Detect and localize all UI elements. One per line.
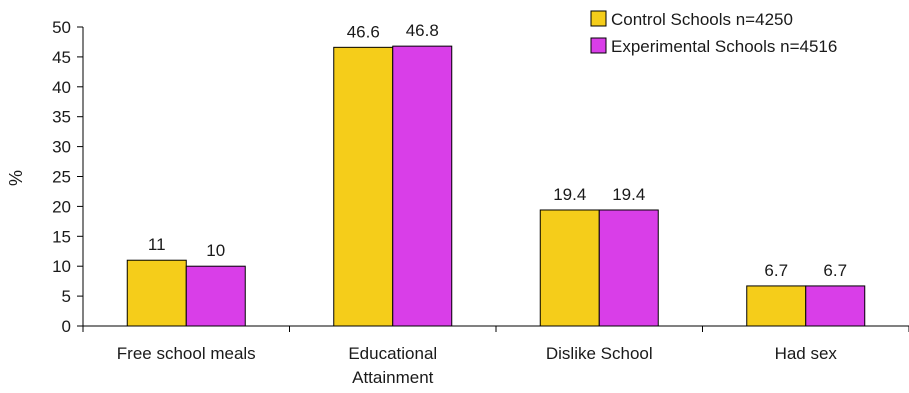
x-category-label: Educational bbox=[348, 344, 437, 363]
data-label: 11 bbox=[148, 235, 166, 254]
bar bbox=[392, 45, 453, 327]
data-label: 19.4 bbox=[553, 185, 586, 204]
x-category-label: Dislike School bbox=[546, 344, 653, 363]
y-tick-label: 30 bbox=[52, 138, 71, 157]
y-tick-label: 15 bbox=[52, 227, 71, 246]
y-tick-label: 45 bbox=[52, 48, 71, 67]
y-axis: 0 5 10 15 20 25 30 35 40 45 50 bbox=[52, 18, 84, 336]
y-tick-label: 20 bbox=[52, 197, 71, 216]
bar bbox=[539, 209, 600, 327]
bar bbox=[746, 285, 807, 327]
data-label: 6.7 bbox=[823, 261, 847, 280]
data-label: 19.4 bbox=[612, 185, 645, 204]
data-label: 10 bbox=[206, 241, 225, 260]
y-tick-label: 10 bbox=[52, 257, 71, 276]
y-tick-label: 5 bbox=[62, 287, 71, 306]
y-tick-label: 50 bbox=[52, 18, 71, 37]
data-labels: 11 10 46.6 46.8 19.4 19.4 6.7 6.7 bbox=[148, 21, 847, 280]
legend-label: Control Schools n=4250 bbox=[611, 10, 793, 29]
y-tick-label: 40 bbox=[52, 78, 71, 97]
bars bbox=[126, 45, 866, 327]
legend-swatch bbox=[590, 37, 607, 54]
y-tick-label: 0 bbox=[62, 317, 71, 336]
data-label: 46.8 bbox=[406, 21, 439, 40]
bar bbox=[598, 209, 659, 327]
x-category-label: Had sex bbox=[775, 344, 838, 363]
y-tick-label: 35 bbox=[52, 108, 71, 127]
y-tick-label: 25 bbox=[52, 168, 71, 187]
bar bbox=[333, 46, 394, 327]
data-label: 6.7 bbox=[764, 261, 788, 280]
legend-label: Experimental Schools n=4516 bbox=[611, 37, 837, 56]
bar bbox=[126, 259, 187, 327]
legend-swatch bbox=[590, 10, 607, 27]
bar bbox=[805, 285, 866, 327]
data-label: 46.6 bbox=[347, 22, 380, 41]
y-axis-title: % bbox=[6, 170, 26, 186]
x-category-label: Attainment bbox=[352, 368, 434, 387]
x-category-label: Free school meals bbox=[117, 344, 256, 363]
bar bbox=[185, 265, 246, 327]
x-axis: Free school meals Educational Attainment Di… bbox=[82, 325, 909, 387]
legend: Control Schools n=4250 Experimental Schoo… bbox=[590, 10, 837, 56]
